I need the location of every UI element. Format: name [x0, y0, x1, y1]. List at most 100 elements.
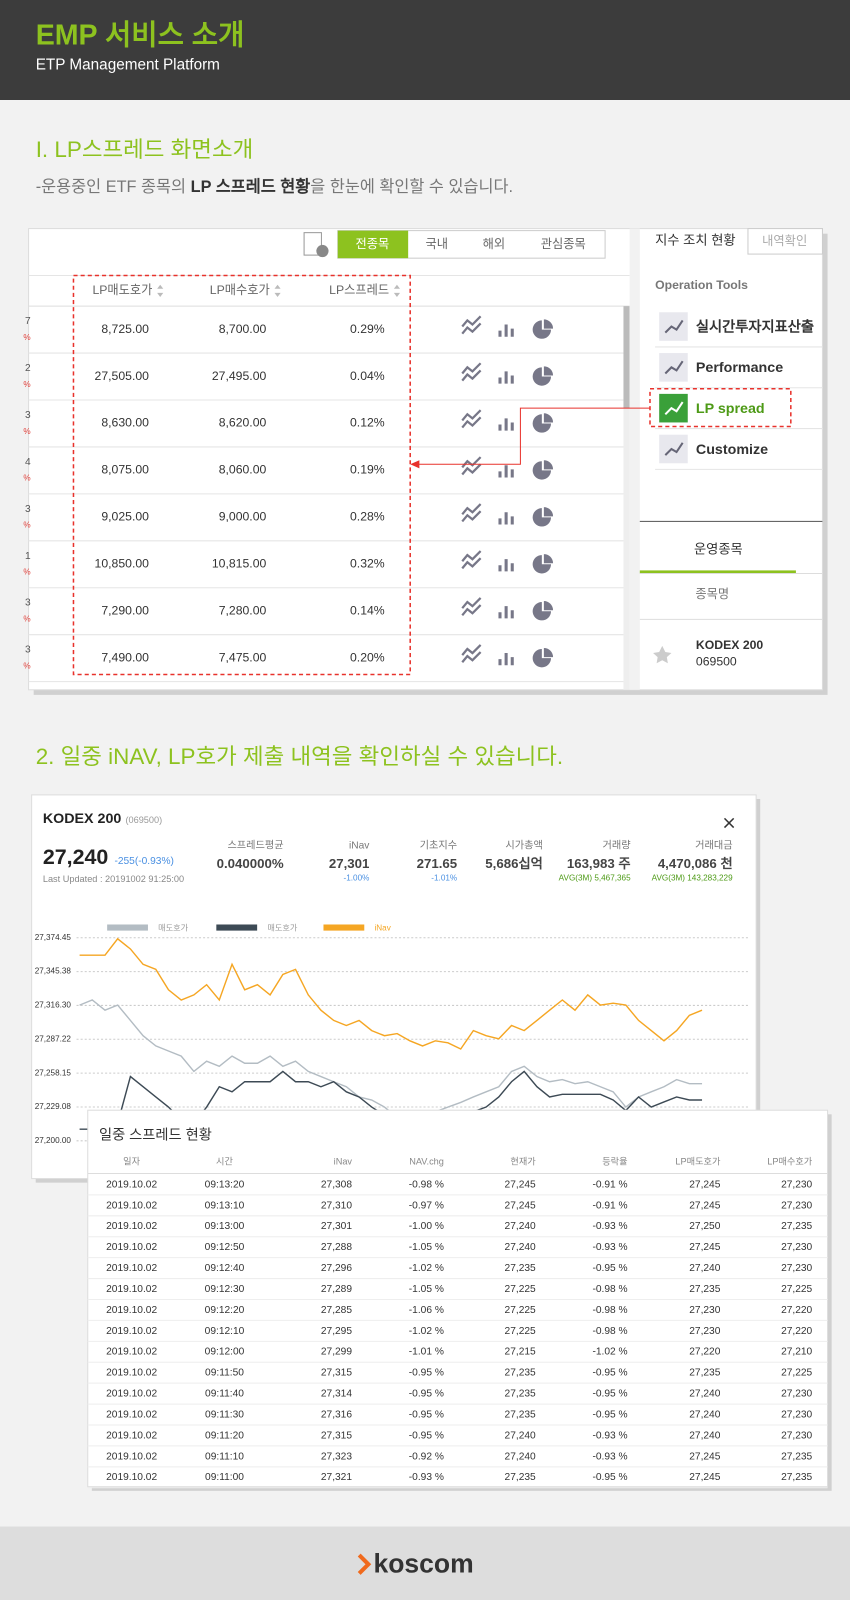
bar-icon[interactable]: [498, 559, 514, 572]
ask-cell: 8,725.00: [101, 322, 149, 336]
pie-icon[interactable]: [532, 647, 554, 668]
table-cell: 09:12:10: [205, 1326, 245, 1337]
tab-active: [337, 230, 409, 259]
table-cell: 2019.10.02: [106, 1389, 157, 1400]
star-icon[interactable]: [653, 645, 672, 664]
spread-cell: 0.32%: [350, 557, 385, 571]
table-cell: 09:13:20: [205, 1179, 245, 1190]
stat-value: 0.040000%: [217, 856, 284, 871]
stat-value: 4,470,086 천: [658, 856, 733, 871]
table-cell: -0.95 %: [592, 1472, 627, 1483]
pie-icon[interactable]: [532, 507, 554, 527]
table-cell: 09:12:30: [205, 1284, 245, 1295]
stat-label: 거래량: [602, 840, 631, 852]
table-cell: 27,235: [781, 1472, 812, 1483]
desc-part: LP 스프레드 현황: [191, 177, 311, 196]
pie-icon[interactable]: [532, 601, 554, 621]
table-cell: 27,230: [781, 1263, 812, 1274]
table-cell: 2019.10.02: [106, 1242, 157, 1253]
table-cell: -0.93 %: [409, 1472, 444, 1483]
sort-arrows: [157, 284, 164, 297]
tool[interactable]: Customize: [696, 442, 768, 458]
tool[interactable]: Performance: [696, 360, 783, 376]
column-header[interactable]: LP스프레드: [329, 283, 389, 297]
table-cell: 27,310: [321, 1200, 352, 1211]
table-cell: -0.95 %: [409, 1409, 444, 1420]
stock-name: KODEX 200: [43, 811, 122, 827]
y-tick-label: 27,316.30: [35, 1001, 72, 1010]
trend-icon[interactable]: [461, 409, 482, 429]
table-cell: 27,245: [689, 1200, 720, 1211]
bid-cell: 8,060.00: [219, 463, 267, 477]
page-subtitle: ETP Management Platform: [36, 56, 220, 73]
tool-icon-glyph: [664, 319, 684, 334]
table-cell: 27,299: [321, 1347, 352, 1358]
pie-icon[interactable]: [532, 554, 554, 574]
trend-icon[interactable]: [461, 550, 482, 570]
trend-icon[interactable]: [461, 644, 482, 663]
trend-icon[interactable]: [461, 597, 482, 617]
panel-tab[interactable]: 운영종목: [694, 542, 743, 557]
close-icon[interactable]: [723, 817, 735, 829]
table-cell: 27,240: [505, 1430, 536, 1441]
table-cell: 2019.10.02: [106, 1472, 157, 1483]
table-header: iNav: [334, 1157, 353, 1167]
side-button[interactable]: 내역확인: [762, 234, 807, 248]
tab[interactable]: 관심종목: [541, 237, 586, 251]
pie-icon[interactable]: [532, 366, 554, 386]
bar-icon[interactable]: [498, 512, 514, 525]
tool[interactable]: 실시간투자지표산출: [696, 318, 814, 335]
table-cell: 2019.10.02: [106, 1221, 157, 1232]
table-cell: 27,240: [505, 1242, 536, 1253]
bid-cell: 10,815.00: [212, 557, 267, 571]
bar-icon[interactable]: [498, 465, 514, 478]
pie-icon[interactable]: [532, 413, 554, 433]
bar-icon[interactable]: [498, 606, 514, 619]
trend-icon[interactable]: [461, 362, 482, 382]
table-cell: 27,240: [689, 1430, 720, 1441]
table-cell: 2019.10.02: [106, 1347, 157, 1358]
legend-label[interactable]: 매도호가: [267, 924, 298, 933]
trend-icon[interactable]: [461, 315, 482, 335]
legend-label[interactable]: 매도호가: [158, 924, 189, 933]
page-title: EMP 서비스 소개: [36, 19, 245, 51]
side-panel-gap: [629, 228, 640, 690]
panel-tab-underline: [639, 570, 796, 574]
table-cell: -0.95 %: [409, 1368, 444, 1379]
table-cell: -0.95 %: [592, 1389, 627, 1400]
bar-icon[interactable]: [498, 653, 514, 666]
panel-column: 종목명: [695, 587, 729, 601]
stat-sub: AVG(3M) 143,283,229: [652, 874, 733, 883]
pie-icon[interactable]: [532, 460, 554, 480]
clipped-cell-sub: %: [23, 474, 30, 483]
table-cell: 27,230: [689, 1326, 720, 1337]
item-name[interactable]: KODEX 200: [696, 638, 764, 652]
bar-icon[interactable]: [498, 418, 514, 431]
pie-icon[interactable]: [532, 319, 554, 339]
table-cell: -0.98 %: [592, 1284, 627, 1295]
legend-label[interactable]: iNav: [374, 924, 391, 933]
trend-icon[interactable]: [461, 503, 482, 523]
clipped-cell: 3: [25, 645, 31, 656]
spread-cell: 0.20%: [350, 650, 385, 664]
footer-logo[interactable]: koscom: [373, 1548, 473, 1578]
tab[interactable]: 해외: [483, 237, 506, 251]
bar-icon[interactable]: [498, 371, 514, 384]
table-cell: 09:12:40: [205, 1263, 245, 1274]
tab[interactable]: 국내: [425, 237, 448, 251]
column-header[interactable]: LP매수호가: [210, 283, 270, 297]
bar-icon[interactable]: [498, 324, 514, 337]
table-cell: 27,235: [781, 1451, 812, 1462]
clipped-cell: 7: [25, 316, 31, 327]
sort-arrows: [274, 284, 281, 297]
table-cell: -1.00 %: [409, 1221, 444, 1232]
table-cell: 2019.10.02: [106, 1305, 157, 1316]
tab[interactable]: 전종목: [356, 237, 390, 251]
stock-change: -255(-0.93%): [114, 856, 173, 867]
stat-value: 271.65: [417, 856, 458, 871]
tool[interactable]: LP spread: [696, 401, 765, 417]
table-cell: 27,225: [781, 1284, 812, 1295]
table-cell: 27,308: [321, 1179, 352, 1190]
table-cell: 27,315: [321, 1430, 352, 1441]
column-header[interactable]: LP매도호가: [92, 283, 152, 297]
